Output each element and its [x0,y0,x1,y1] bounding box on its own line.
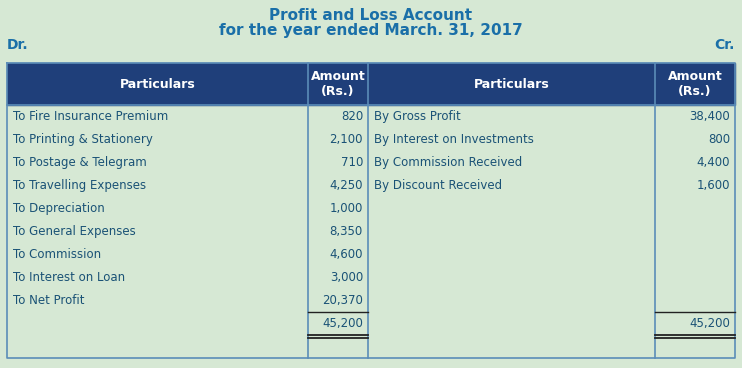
Text: 3,000: 3,000 [329,271,363,284]
Text: By Discount Received: By Discount Received [374,179,502,192]
Text: By Commission Received: By Commission Received [374,156,522,169]
Bar [7,105,735,358]
Text: 1,600: 1,600 [697,179,730,192]
Text: 4,250: 4,250 [329,179,363,192]
Text: Particulars: Particulars [119,78,195,91]
Text: 820: 820 [341,110,363,123]
Text: To Travelling Expenses: To Travelling Expenses [13,179,146,192]
Text: Dr.: Dr. [7,38,29,52]
Text: 45,200: 45,200 [689,317,730,330]
Text: for the year ended March. 31, 2017: for the year ended March. 31, 2017 [219,22,523,38]
Bar [308,63,368,105]
Text: 45,200: 45,200 [322,317,363,330]
Text: 4,400: 4,400 [697,156,730,169]
Text: To General Expenses: To General Expenses [13,225,136,238]
Text: To Net Profit: To Net Profit [13,294,85,307]
Bar [655,63,735,105]
Text: 8,350: 8,350 [329,225,363,238]
Text: To Depreciation: To Depreciation [13,202,105,215]
Text: To Interest on Loan: To Interest on Loan [13,271,125,284]
Text: 38,400: 38,400 [689,110,730,123]
Text: Amount
(Rs.): Amount (Rs.) [311,70,365,99]
Text: Cr.: Cr. [715,38,735,52]
Text: Particulars: Particulars [473,78,549,91]
Bar [7,63,308,105]
Text: By Gross Profit: By Gross Profit [374,110,461,123]
Text: By Interest on Investments: By Interest on Investments [374,133,534,146]
Text: 20,370: 20,370 [322,294,363,307]
Text: 4,600: 4,600 [329,248,363,261]
Bar [368,63,655,105]
Text: Amount
(Rs.): Amount (Rs.) [668,70,723,99]
Text: 710: 710 [341,156,363,169]
Text: Profit and Loss Account: Profit and Loss Account [269,7,473,22]
Text: To Postage & Telegram: To Postage & Telegram [13,156,147,169]
Text: To Fire Insurance Premium: To Fire Insurance Premium [13,110,168,123]
Text: 1,000: 1,000 [329,202,363,215]
Text: 2,100: 2,100 [329,133,363,146]
Text: 800: 800 [708,133,730,146]
Text: To Commission: To Commission [13,248,101,261]
Text: To Printing & Stationery: To Printing & Stationery [13,133,153,146]
